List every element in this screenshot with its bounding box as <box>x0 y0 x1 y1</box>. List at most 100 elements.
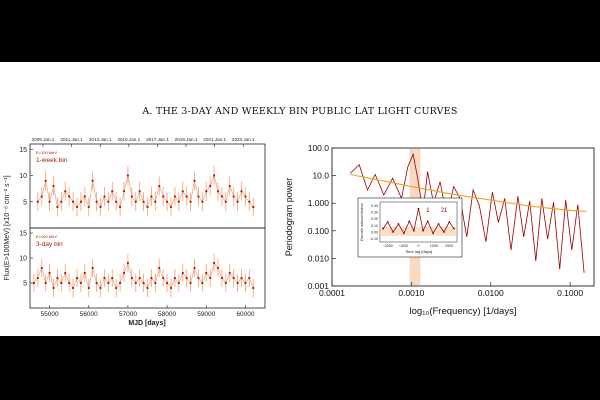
inset-y-tick-label: -0.10 <box>370 237 378 241</box>
date-axis: 2009.Jan.1 2011.Jan.1 2013.Jan.1 2015.Jan.1… <box>32 137 255 147</box>
date-tick-label: 2019.Jan.1 <box>175 137 198 142</box>
noise-model-series <box>350 173 587 213</box>
data-point <box>122 271 126 275</box>
x-tick-label: 0.0001 <box>319 288 345 298</box>
data-point <box>75 205 79 209</box>
data-point <box>224 281 227 285</box>
data-point <box>40 195 43 198</box>
data-point <box>107 200 110 203</box>
data-point <box>91 266 94 270</box>
data-point <box>99 286 102 290</box>
data-point <box>201 200 204 203</box>
data-point <box>126 261 130 265</box>
data-point <box>138 276 141 280</box>
y-tick-label: 100.0 <box>308 143 330 153</box>
inset-x-tick-label: 2000 <box>445 244 453 248</box>
data-point <box>216 190 220 193</box>
data-point <box>220 195 224 198</box>
data-point <box>48 200 51 203</box>
x-tick-label: 56000 <box>80 311 98 318</box>
x-tick-label: 0.0010 <box>398 288 424 298</box>
data-point <box>252 286 255 290</box>
x-tick-label: 0.0100 <box>478 288 504 298</box>
y-tick-label: 10.0 <box>312 171 329 181</box>
data-point <box>244 195 247 198</box>
section-heading: A. THE 3-DAY AND WEEKLY BIN PUBLIC LAT L… <box>142 106 458 117</box>
autocorrelation-point <box>437 223 440 225</box>
periodogram-x-label: log₁₀(Frequency) [1/days] <box>410 306 517 317</box>
data-point <box>142 281 145 285</box>
legend-energy-1week: E>100 MeV <box>36 150 57 155</box>
autocorrelation-point <box>412 229 415 232</box>
x-tick-label: 59000 <box>197 311 215 318</box>
data-point <box>95 281 98 285</box>
data-point <box>205 271 208 275</box>
data-point <box>134 281 137 285</box>
data-point <box>236 281 239 285</box>
y-tick-label: 5 <box>23 199 27 206</box>
data-point <box>165 200 169 203</box>
data-point <box>169 205 173 209</box>
data-point <box>173 276 177 280</box>
date-tick-label: 2021.Jan.1 <box>203 137 226 142</box>
light-curve-figure: 2009.Jan.1 2011.Jan.1 2013.Jan.1 2015.Jan.1… <box>4 137 266 327</box>
y-tick-label: 10 <box>19 256 27 263</box>
flux-axis-label: Flux(E>100MeV) [x10⁻⁸ cm⁻² s⁻¹] <box>4 175 11 280</box>
data-point <box>197 195 200 198</box>
data-point <box>169 286 173 290</box>
data-point <box>209 184 212 188</box>
date-tick-label: 2023.Jan.1 <box>232 137 255 142</box>
data-point <box>56 276 59 280</box>
y-tick-label: 5 <box>23 281 27 288</box>
data-point <box>142 200 145 203</box>
data-point <box>44 281 47 285</box>
inset-frame <box>379 201 458 243</box>
data-point <box>111 190 114 193</box>
autocorrelation-point <box>386 221 389 223</box>
data-point <box>173 195 177 198</box>
data-point <box>228 184 231 188</box>
autocorrelation-point <box>397 223 400 225</box>
data-point <box>205 190 208 193</box>
data-point <box>107 281 110 285</box>
periodogram-y-label: Periodogram power <box>284 178 294 257</box>
data-point <box>193 179 196 182</box>
data-point <box>220 276 224 280</box>
light-curve-trend <box>37 174 254 209</box>
panel-3day-frame <box>29 227 266 309</box>
data-point <box>134 200 137 203</box>
data-point <box>111 276 114 280</box>
data-point <box>162 276 165 280</box>
data-point <box>87 286 90 290</box>
autocorrelation-inset: -0.10 0.00 0.10 0.20 0.30 0.40 −2000 −1000 0 1000… <box>357 197 463 258</box>
data-point <box>56 205 59 209</box>
data-point <box>248 276 251 280</box>
date-tick-label: 2017.Jan.1 <box>146 137 169 142</box>
inset-y-tick-label: 0.20 <box>371 217 378 221</box>
data-point <box>103 276 106 280</box>
data-point <box>212 261 216 265</box>
data-point <box>138 190 141 193</box>
data-point <box>83 195 86 198</box>
autocorrelation-point <box>392 231 394 233</box>
inset-annotation: 2 <box>441 208 445 214</box>
data-point <box>130 195 133 198</box>
data-point <box>248 200 251 203</box>
panel-3day: 5 10 15 55000 56000 57000 58000 59000 60000 <box>19 231 255 319</box>
autocorrelation-point <box>422 229 425 232</box>
panel-1week: 5 10 15 <box>19 147 255 217</box>
data-point <box>71 200 75 203</box>
data-point <box>44 179 47 182</box>
data-point <box>48 271 51 275</box>
x-tick-label: 57000 <box>119 311 137 318</box>
data-point <box>60 200 63 203</box>
data-point <box>115 286 118 290</box>
x-tick-label: 60000 <box>236 311 254 318</box>
autocorrelation-point <box>382 227 384 230</box>
data-point <box>189 281 192 285</box>
x-tick-label: 55000 <box>41 311 59 318</box>
data-point <box>181 271 184 275</box>
data-point <box>240 276 243 280</box>
inset-x-tick-label: 0 <box>418 244 420 248</box>
